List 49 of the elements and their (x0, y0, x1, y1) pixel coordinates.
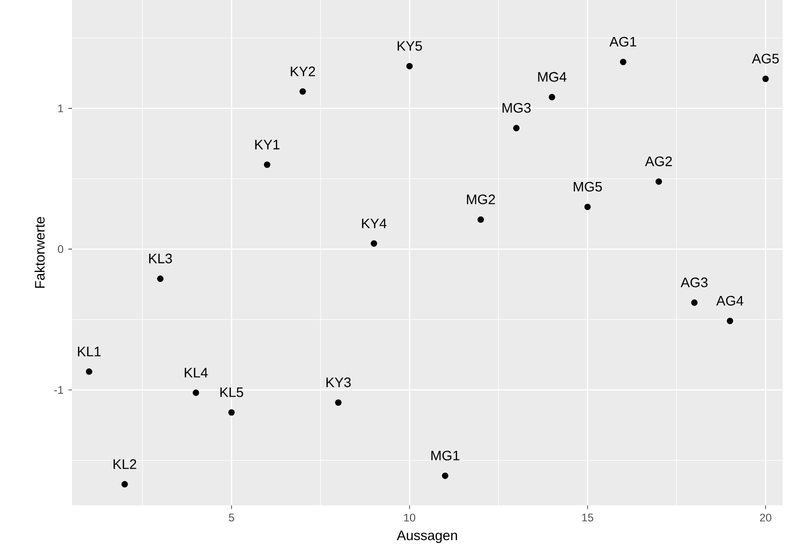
point (762, 76, 769, 82)
x-tick-label: 15 (582, 514, 594, 522)
point (478, 216, 484, 223)
annotation: KY4 (362, 218, 386, 228)
annotation: KL5 (220, 387, 244, 398)
point (620, 58, 626, 66)
annotation: MG5 (574, 182, 602, 192)
annotation: KL3 (149, 254, 172, 264)
annotation: MG1 (431, 450, 460, 460)
annotation: AG2 (645, 156, 672, 166)
y-axis-title: Faktorwerte (34, 217, 45, 288)
point (656, 178, 662, 185)
point (691, 299, 698, 306)
point (370, 240, 378, 247)
x-tick-label: 5 (228, 514, 234, 522)
annotation: KY5 (398, 41, 422, 51)
annotation: KY3 (326, 378, 351, 388)
point (442, 472, 448, 479)
annotation: AG1 (609, 36, 636, 47)
point (584, 204, 591, 210)
point (122, 481, 128, 488)
point (726, 318, 734, 324)
point (157, 276, 164, 282)
point (335, 399, 342, 406)
annotation: MG2 (466, 194, 495, 204)
annotation: KL2 (114, 459, 136, 469)
y-tick-label: 1 (58, 104, 64, 112)
annotation: MG4 (538, 72, 566, 82)
point (228, 409, 235, 416)
point (406, 62, 413, 70)
annotation: MG3 (502, 103, 531, 113)
x-axis-title: Aussagen (396, 530, 457, 543)
annotation: AG5 (752, 54, 779, 64)
point (300, 88, 306, 95)
point (192, 390, 200, 396)
annotation: KY1 (255, 140, 280, 150)
point (548, 94, 556, 100)
point (513, 124, 520, 132)
point (264, 161, 270, 168)
y-tick-label: 0 (58, 245, 64, 254)
annotation: KY2 (290, 66, 315, 76)
x-tick-label: 20 (760, 514, 772, 522)
annotation: KL4 (184, 368, 208, 378)
y-tick-label: -1 (54, 386, 64, 394)
annotation: KL1 (78, 346, 101, 356)
point (86, 368, 92, 375)
annotation: AG4 (716, 296, 744, 306)
x-tick-label: 10 (404, 514, 416, 522)
annotation: AG3 (680, 278, 708, 288)
